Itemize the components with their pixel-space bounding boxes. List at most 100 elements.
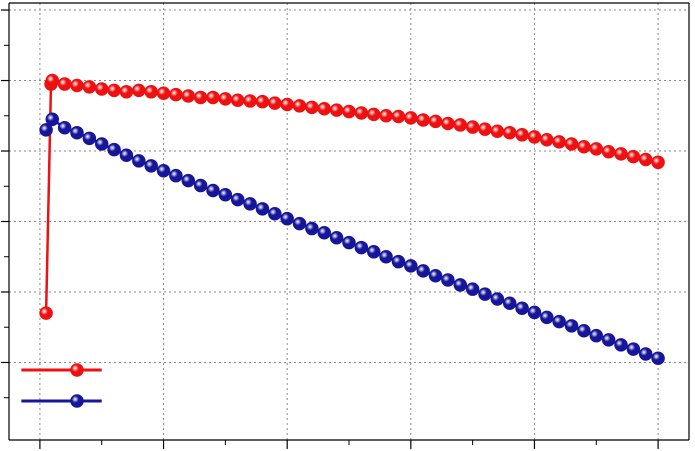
data-point-series-1	[601, 144, 616, 159]
data-point-series-1	[478, 122, 492, 136]
data-point-series-1	[218, 92, 233, 106]
data-point-series-1	[441, 116, 455, 131]
data-point-series-2	[515, 301, 529, 315]
data-point-series-2	[70, 125, 84, 140]
data-point-series-1	[57, 77, 72, 91]
legend-marker-series-1	[70, 363, 84, 377]
grid	[9, 3, 689, 440]
data-point-series-1	[577, 140, 591, 154]
data-point-series-1	[366, 107, 381, 122]
data-point-series-2	[243, 197, 257, 211]
data-point-series-1	[82, 80, 97, 94]
data-point-series-1	[94, 82, 109, 96]
data-point-series-2	[255, 202, 270, 216]
data-point-series-1	[552, 135, 566, 149]
data-point-series-1	[651, 155, 665, 170]
data-point-series-2	[132, 154, 146, 168]
data-point-series-1	[45, 73, 60, 88]
data-point-series-2	[230, 192, 245, 207]
data-point-series-2	[305, 221, 319, 236]
data-point-series-2	[490, 292, 505, 306]
data-point-series-1	[391, 109, 406, 124]
data-point-series-2	[57, 121, 72, 135]
data-point-series-2	[329, 230, 344, 245]
data-point-series-2	[156, 164, 171, 178]
data-point-series-1	[515, 128, 529, 142]
data-point-series-2	[589, 328, 604, 343]
data-point-series-2	[317, 226, 332, 240]
data-point-series-2	[601, 333, 616, 347]
data-point-series-1	[39, 306, 53, 320]
data-point-series-2	[478, 287, 492, 301]
data-point-series-2	[626, 342, 641, 356]
data-point-series-2	[441, 273, 455, 287]
data-point-series-1	[181, 89, 196, 103]
data-point-series-1	[119, 85, 134, 99]
data-point-series-1	[280, 97, 294, 112]
series-layer	[39, 73, 665, 365]
data-point-series-1	[354, 106, 369, 120]
data-point-series-1	[305, 100, 319, 115]
legend	[21, 363, 102, 408]
data-point-series-1	[379, 109, 393, 123]
data-point-series-2	[342, 235, 356, 250]
data-point-series-2	[218, 187, 233, 202]
data-point-series-1	[428, 114, 443, 129]
data-point-series-2	[268, 206, 282, 221]
data-point-series-1	[626, 149, 641, 164]
data-point-series-1	[465, 120, 480, 134]
data-point-series-2	[354, 240, 369, 255]
data-point-series-2	[502, 296, 517, 311]
data-point-series-1	[527, 130, 542, 144]
data-point-series-2	[181, 173, 196, 188]
data-point-series-2	[45, 112, 60, 127]
data-point-series-1	[132, 83, 146, 98]
data-point-series-1	[156, 86, 171, 100]
data-point-series-2	[564, 319, 579, 333]
data-point-series-1	[107, 83, 121, 98]
data-point-series-1	[243, 94, 257, 108]
data-point-series-2	[552, 314, 566, 329]
data-point-series-1	[490, 124, 505, 139]
data-point-series-2	[119, 148, 134, 162]
data-point-series-2	[465, 282, 480, 296]
data-point-series-2	[82, 131, 97, 146]
data-point-series-2	[292, 216, 307, 231]
data-point-series-1	[564, 137, 579, 151]
data-point-series-2	[366, 245, 381, 259]
data-point-series-2	[144, 159, 158, 173]
data-point-series-1	[589, 142, 604, 156]
data-point-series-2	[577, 324, 591, 338]
data-point-series-2	[39, 123, 53, 137]
data-point-series-1	[614, 147, 628, 161]
data-point-series-2	[169, 168, 183, 183]
data-point-series-1	[144, 85, 158, 99]
data-point-series-2	[379, 249, 393, 264]
data-point-series-2	[206, 183, 220, 198]
data-point-series-2	[614, 338, 628, 352]
data-point-series-2	[651, 351, 665, 365]
data-point-series-1	[230, 93, 245, 108]
data-point-series-1	[342, 104, 356, 119]
data-point-series-1	[416, 113, 430, 127]
data-point-series-1	[169, 87, 183, 102]
legend-marker-series-2	[70, 394, 84, 408]
data-point-series-1	[404, 111, 418, 125]
data-point-series-1	[255, 94, 270, 109]
data-point-series-1	[193, 90, 208, 105]
data-point-series-2	[94, 137, 109, 151]
data-point-series-1	[268, 96, 282, 110]
data-point-series-2	[527, 305, 542, 320]
data-point-series-1	[317, 101, 332, 116]
data-point-series-1	[540, 132, 554, 147]
data-point-series-1	[329, 103, 344, 117]
data-point-series-1	[70, 78, 84, 93]
data-point-series-2	[391, 254, 406, 269]
data-point-series-2	[540, 310, 554, 325]
data-point-series-2	[193, 178, 208, 193]
data-point-series-1	[206, 90, 220, 105]
data-point-series-1	[453, 118, 468, 132]
data-point-series-1	[292, 99, 307, 113]
